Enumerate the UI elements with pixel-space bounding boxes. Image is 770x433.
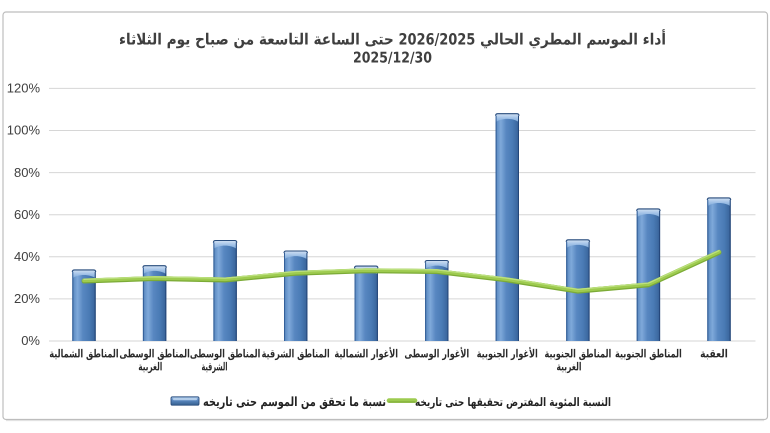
- svg-text:0%: 0%: [21, 333, 40, 348]
- svg-text:100%: 100%: [7, 123, 41, 138]
- svg-text:40%: 40%: [14, 249, 40, 264]
- svg-text:120%: 120%: [7, 81, 41, 96]
- svg-text:20%: 20%: [14, 291, 40, 306]
- svg-text:60%: 60%: [14, 207, 40, 222]
- svg-text:80%: 80%: [14, 165, 40, 180]
